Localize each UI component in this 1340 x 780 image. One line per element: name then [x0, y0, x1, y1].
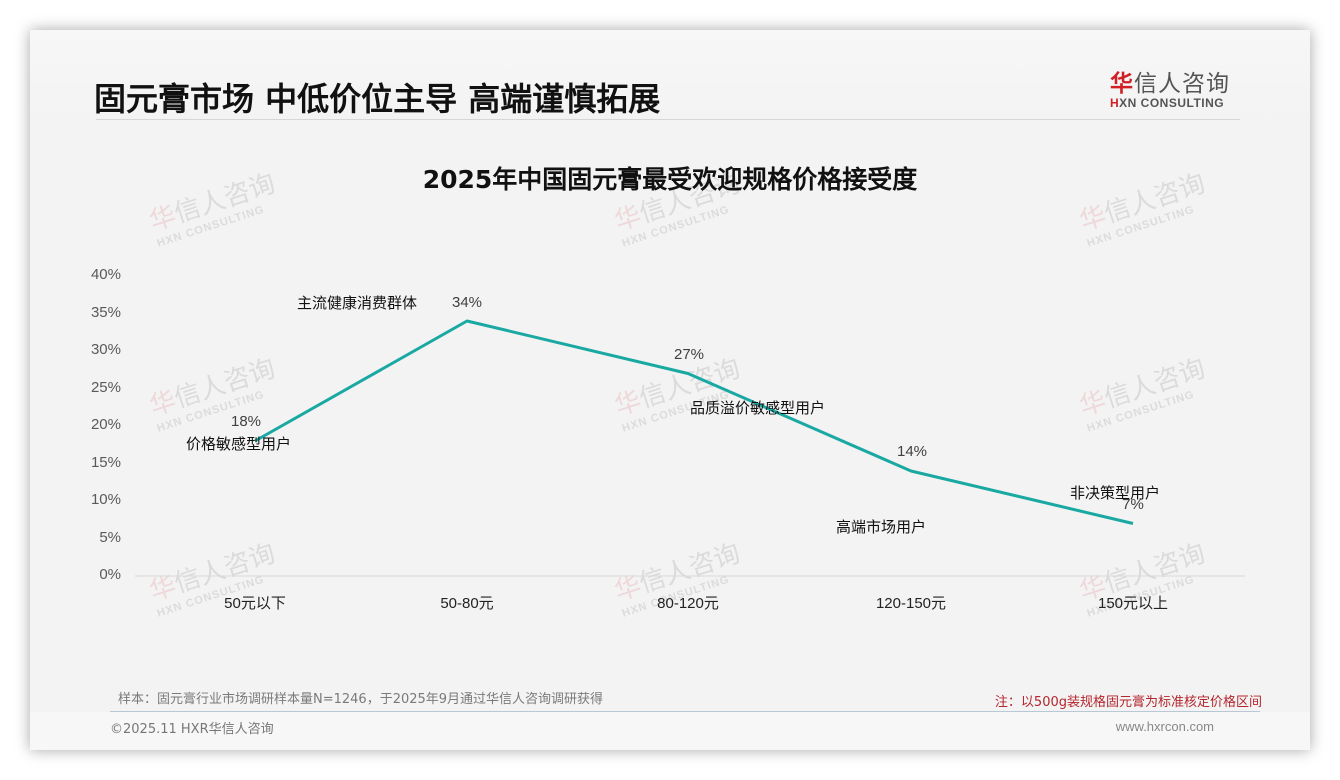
y-tick-label: 15%: [90, 453, 121, 471]
title-divider: [96, 119, 1240, 120]
brand-logo: 华信人咨询 HXN CONSULTING: [1110, 64, 1250, 110]
x-tick-label: 150元以上: [1097, 595, 1169, 612]
x-tick-label: 120-150元: [875, 595, 947, 612]
data-point-label: 27%: [673, 346, 705, 363]
y-tick-label: 25%: [90, 378, 121, 396]
x-tick-label: 50元以下: [224, 595, 286, 612]
logo-en-accent: H: [1110, 96, 1120, 110]
y-tick-label: 5%: [99, 528, 121, 546]
y-tick-label: 35%: [90, 303, 121, 321]
page-title: 固元膏市场 中低价位主导 高端谨慎拓展: [94, 80, 661, 118]
footer-divider: [110, 711, 1260, 712]
header-band: [30, 30, 1310, 120]
segment-annotation: 非决策型用户: [1070, 484, 1161, 502]
logo-en: HXN CONSULTING: [1110, 96, 1250, 110]
y-tick-label: 0%: [99, 566, 121, 583]
segment-annotation: 价格敏感型用户: [186, 435, 292, 453]
y-tick-label: 20%: [90, 416, 121, 433]
logo-cn: 华信人咨询: [1110, 64, 1250, 98]
segment-annotation: 品质溢价敏感型用户: [690, 399, 826, 417]
chart-title: 2025年中国固元膏最受欢迎规格价格接受度: [422, 165, 918, 194]
segment-annotation: 高端市场用户: [836, 518, 927, 536]
data-point-label: 18%: [230, 413, 262, 430]
price-basis-note: 注：以500g装规格固元膏为标准核定价格区间: [994, 695, 1262, 710]
logo-en-rest: XN CONSULTING: [1119, 96, 1225, 110]
y-tick-label: 10%: [90, 491, 121, 508]
logo-cn-rest: 信人咨询: [1134, 71, 1230, 97]
x-tick-label: 80-120元: [657, 595, 719, 612]
y-tick-label: 40%: [90, 266, 121, 283]
data-point-label: 14%: [896, 443, 928, 460]
data-point-label: 7%: [1122, 496, 1144, 513]
y-tick-label: 30%: [90, 341, 121, 358]
x-tick-label: 50-80元: [440, 595, 494, 612]
website-link[interactable]: www.hxrcon.com: [1115, 719, 1214, 734]
series-line: [254, 319, 1134, 525]
data-point-label: 34%: [451, 294, 483, 311]
sample-note: 样本：固元膏行业市场调研样本量N=1246，于2025年9月通过华信人咨询调研获…: [118, 692, 604, 707]
chart-plot: [135, 319, 1245, 577]
logo-cn-accent: 华: [1110, 71, 1134, 97]
slide-card: 固元膏市场 中低价位主导 高端谨慎拓展 华信人咨询 HXN CONSULTING…: [30, 30, 1310, 750]
segment-annotation: 主流健康消费群体: [297, 294, 418, 312]
copyright: ©2025.11 HXR华信人咨询: [110, 722, 274, 737]
footer-bar: [30, 712, 1310, 750]
